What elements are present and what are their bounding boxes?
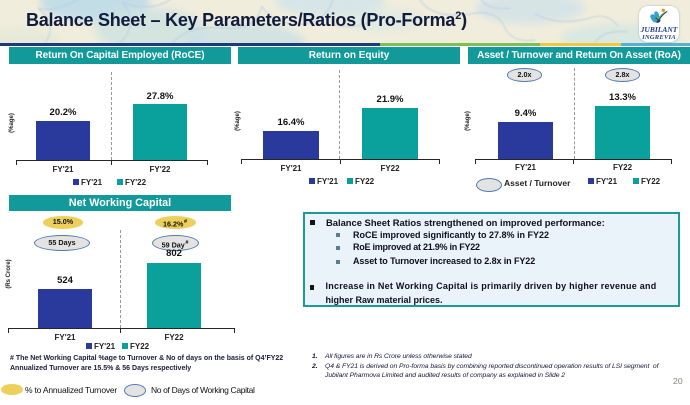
svg-text:JUBILANT: JUBILANT	[640, 25, 678, 34]
svg-text:INGREVIA: INGREVIA	[641, 34, 676, 41]
